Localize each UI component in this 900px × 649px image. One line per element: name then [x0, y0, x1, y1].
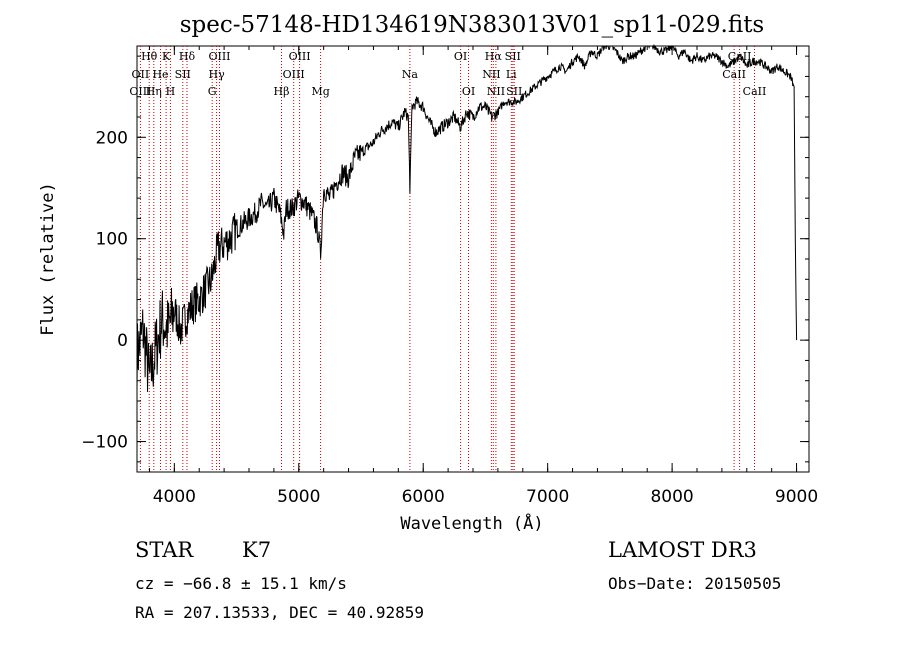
spectral-line-label: OII — [132, 68, 150, 81]
x-axis-label: Wavelength (Å) — [400, 512, 543, 534]
y-tick-label: 0 — [117, 331, 128, 351]
spectral-line-label: Hη — [146, 85, 162, 98]
x-tick-label: 9000 — [775, 487, 818, 507]
spectral-line-label: OI — [454, 50, 467, 63]
x-axis-ticks: 4000 5000 6000 7000 8000 9000 — [148, 46, 818, 507]
spectral-line-label: OIII — [208, 50, 230, 63]
redshift-velocity: cz = −66.8 ± 15.1 km/s — [135, 574, 347, 593]
spectral-line-label: H — [166, 85, 176, 98]
spectral-line-label: Hα — [485, 50, 503, 63]
flux-series — [136, 44, 798, 392]
x-tick-label: 5000 — [277, 487, 320, 507]
x-tick-label: 6000 — [402, 487, 445, 507]
spectral-line-label: SII — [505, 50, 521, 63]
object-subclass: K7 — [242, 538, 272, 562]
y-tick-label: −100 — [81, 433, 128, 453]
observation-date: Obs−Date: 20150505 — [608, 574, 782, 593]
spectral-line-label: OIII — [283, 68, 305, 81]
y-tick-label: 200 — [96, 128, 128, 148]
spectral-line-label: Hβ — [274, 85, 290, 98]
spectral-line-markers — [139, 46, 755, 472]
spectral-line-label: OI — [462, 85, 475, 98]
spectral-line-label: NII — [482, 68, 500, 81]
spectral-line-label: Na — [402, 68, 419, 81]
y-axis-ticks: −100 0 100 200 — [81, 55, 809, 463]
spectral-line-label: SII — [506, 85, 522, 98]
spectral-line-label: SII — [175, 68, 191, 81]
x-tick-label: 8000 — [650, 487, 693, 507]
spectral-line-label: Li — [506, 68, 517, 81]
sky-coordinates: RA = 207.13533, DEC = 40.92859 — [135, 603, 424, 622]
object-class: STAR — [135, 538, 194, 562]
spectral-line-label: Mg — [311, 85, 329, 98]
spectral-line-label: Hθ — [141, 50, 158, 63]
plot-frame — [136, 45, 810, 473]
spectral-line-label: G — [208, 85, 217, 98]
spectral-line-label: Hγ — [209, 68, 226, 81]
x-tick-label: 4000 — [153, 487, 196, 507]
spectral-line-label: He — [152, 68, 168, 81]
spectral-line-label: CaII — [743, 85, 767, 98]
spectral-line-label: Hδ — [179, 50, 196, 63]
spectral-line-label: NII — [487, 85, 505, 98]
spectral-line-label: K — [162, 50, 171, 63]
x-tick-label: 7000 — [526, 487, 569, 507]
y-axis-label: Flux (relative) — [38, 182, 58, 336]
y-tick-label: 100 — [96, 230, 128, 250]
chart-title: spec-57148-HD134619N383013V01_sp11-029.f… — [180, 12, 765, 38]
survey-name: LAMOST DR3 — [608, 538, 757, 562]
spectral-line-label: OIII — [289, 50, 311, 63]
flux-line — [136, 44, 798, 392]
spectral-line-label: OIII — [129, 85, 151, 98]
spectral-line-label: CaII — [722, 68, 746, 81]
